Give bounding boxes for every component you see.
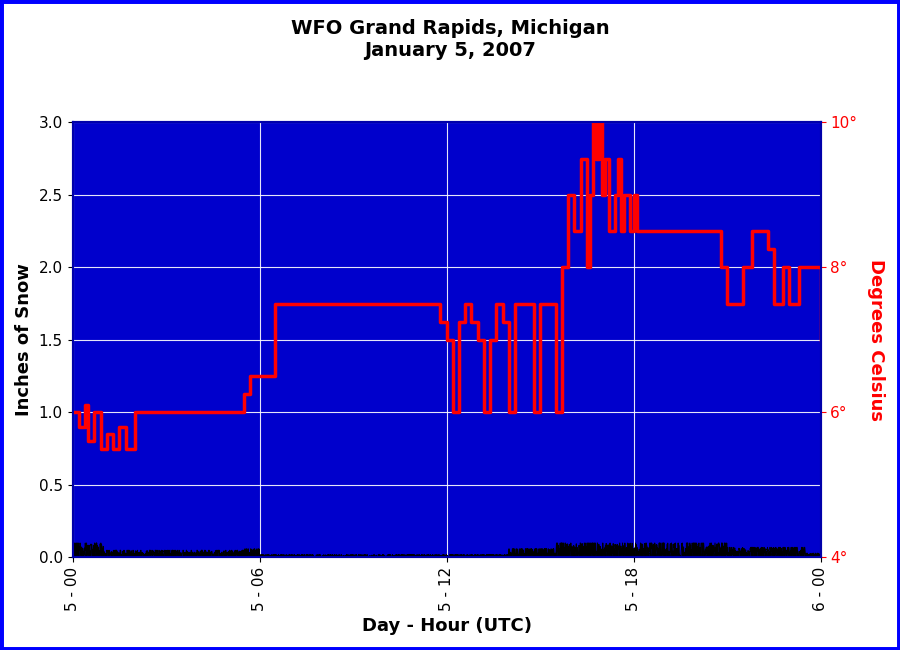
Y-axis label: Inches of Snow: Inches of Snow — [15, 263, 33, 417]
X-axis label: Day - Hour (UTC): Day - Hour (UTC) — [362, 617, 532, 635]
Text: WFO Grand Rapids, Michigan
January 5, 2007: WFO Grand Rapids, Michigan January 5, 20… — [291, 20, 609, 60]
Y-axis label: Degrees Celsius: Degrees Celsius — [867, 259, 885, 421]
